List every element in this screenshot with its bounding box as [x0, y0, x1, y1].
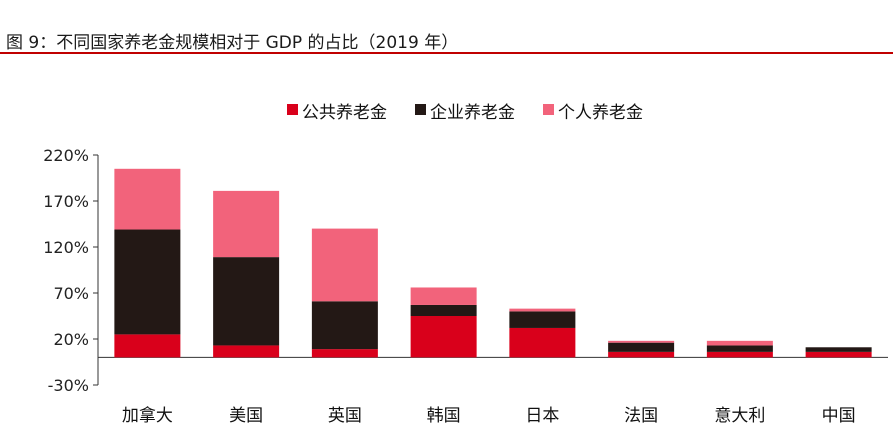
bar-segment-2 [608, 342, 675, 352]
bar-segment-2 [805, 347, 872, 352]
bar-segment-1 [311, 349, 378, 358]
legend-label-1: 公共养老金 [302, 103, 387, 123]
bar-segment-3 [311, 228, 378, 302]
bar-segment-2 [410, 304, 477, 316]
bar-segment-2 [114, 229, 181, 335]
y-tick-label: 70% [53, 284, 89, 303]
legend-swatch-2 [415, 104, 426, 115]
bar-segment-3 [213, 190, 280, 258]
bar-segment-3 [706, 340, 773, 346]
x-category-label: 美国 [229, 406, 263, 426]
y-tick-label: 220% [43, 146, 89, 165]
bar-segment-3 [114, 168, 181, 230]
x-category-label: 法国 [624, 406, 658, 426]
bar-segment-3 [410, 287, 477, 305]
bar-segment-3 [608, 340, 675, 343]
x-category-label: 日本 [525, 406, 559, 426]
legend-label-3: 个人养老金 [558, 103, 643, 123]
bar-segment-1 [509, 327, 576, 358]
bar-segment-1 [213, 345, 280, 358]
figure-title: 图 9：不同国家养老金规模相对于 GDP 的占比（2019 年） [6, 33, 459, 53]
bar-segment-3 [509, 308, 576, 312]
bar-segment-2 [509, 311, 576, 328]
bar-segment-1 [608, 351, 675, 358]
title-rule [0, 52, 893, 54]
y-tick-label: 170% [43, 192, 89, 211]
bar-segment-1 [706, 351, 773, 358]
bar-segment-2 [213, 257, 280, 346]
bar-segment-2 [311, 301, 378, 350]
legend-label-2: 企业养老金 [430, 103, 515, 123]
x-category-label: 韩国 [427, 406, 461, 426]
legend-swatch-1 [287, 104, 298, 115]
bar-segment-1 [805, 351, 872, 358]
x-category-label: 中国 [822, 406, 856, 426]
x-category-label: 意大利 [714, 406, 765, 426]
bar-segment-1 [114, 334, 181, 358]
y-tick-label: 20% [53, 330, 89, 349]
x-category-label: 加拿大 [122, 405, 173, 426]
bar-segment-1 [410, 316, 477, 358]
y-tick-label: 120% [43, 238, 89, 257]
x-category-label: 英国 [328, 406, 362, 426]
y-tick-label: -30% [48, 376, 89, 395]
legend-swatch-3 [543, 104, 554, 115]
bar-segment-2 [706, 345, 773, 352]
